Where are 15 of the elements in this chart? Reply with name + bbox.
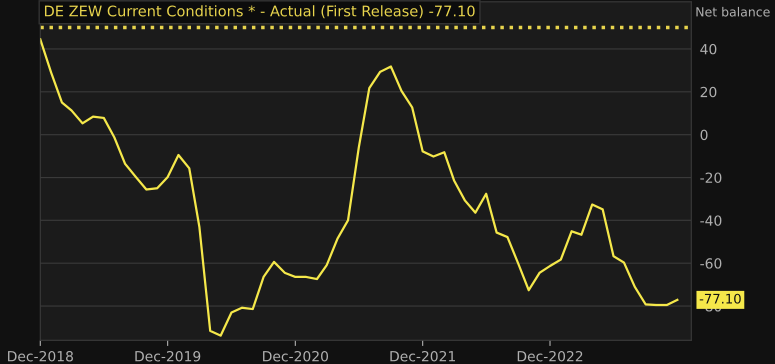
x-tick-label: Dec-2019: [135, 351, 200, 362]
y-tick-label: -40: [700, 215, 722, 226]
y-tick-label: -60: [700, 258, 722, 269]
y-axis-title: Net balance: [696, 6, 770, 17]
y-tick-label: 0: [700, 130, 708, 140]
y-tick-label: 20: [700, 86, 716, 98]
x-tick-label: Dec-2018: [8, 351, 73, 362]
x-tick-label: Dec-2021: [390, 351, 455, 362]
x-tick-label: Dec-2020: [263, 351, 328, 362]
y-tick-label: -20: [700, 172, 722, 183]
x-tick-label: Dec-2022: [518, 351, 582, 362]
chart-title: DE ZEW Current Conditions * - Actual (First Release) -77.10: [44, 5, 475, 18]
y-tick-label: 40: [700, 44, 716, 54]
annotation: -77.10: [700, 294, 741, 304]
line-series: [40, 38, 678, 337]
